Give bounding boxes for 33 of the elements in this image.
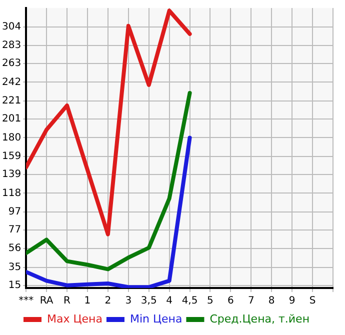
x-tick-label: 4,5 <box>182 296 198 307</box>
x-tick-label: 7 <box>248 296 254 307</box>
y-tick-label: 77 <box>8 224 22 236</box>
x-tick-label: *** <box>18 296 34 307</box>
x-tick-label: 3,5 <box>140 296 157 307</box>
y-tick-label: 180 <box>2 132 22 144</box>
y-tick-label: 35 <box>8 262 22 274</box>
legend-label: Min Цена <box>130 312 182 326</box>
y-tick-label: 118 <box>2 188 22 199</box>
y-tick-label: 159 <box>2 151 22 162</box>
y-tick-label: 139 <box>2 168 22 180</box>
x-tick-label: 6 <box>228 296 234 307</box>
x-tick-label: 8 <box>268 296 275 307</box>
x-tick-label: 4 <box>166 296 172 307</box>
x-tick-label: 3 <box>125 296 132 307</box>
x-tick-label: 2 <box>104 296 112 307</box>
x-tick-label: S <box>309 296 316 307</box>
y-tick-label: 15 <box>8 280 22 291</box>
y-tick-label: 97 <box>8 206 22 218</box>
y-tick-label: 201 <box>2 114 22 125</box>
y-tick-label: 283 <box>2 40 22 52</box>
y-tick-label: 56 <box>8 243 22 254</box>
x-tick-label: 5 <box>207 296 214 307</box>
legend-label: Сред.Цена, т.йен <box>210 312 310 326</box>
y-tick-label: 263 <box>2 58 22 70</box>
x-tick-label: RA <box>40 296 54 307</box>
legend-label: Max Цена <box>46 312 102 326</box>
y-tick-label: 304 <box>2 21 22 32</box>
x-tick-label: R <box>64 296 71 307</box>
y-tick-label: 221 <box>2 96 22 107</box>
x-tick-label: 9 <box>288 296 296 307</box>
x-tick-label: 1 <box>84 296 91 307</box>
y-tick-label: 242 <box>2 76 22 88</box>
